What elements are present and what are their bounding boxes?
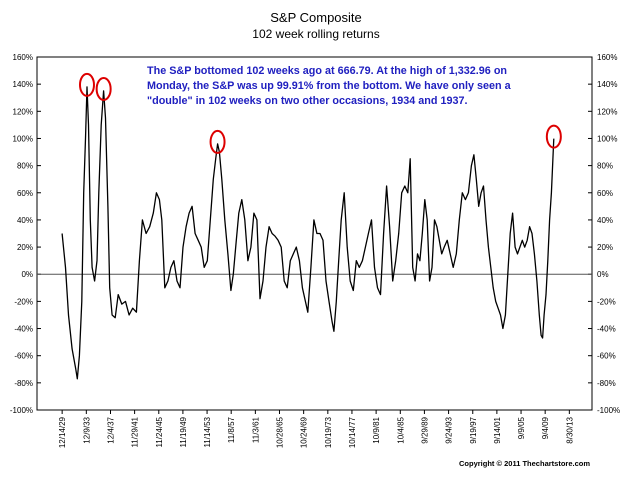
y-tick-label-left: 120% <box>13 107 33 116</box>
y-tick-label-right: 80% <box>597 162 613 171</box>
series-line <box>61 86 555 380</box>
y-tick-label-right: -60% <box>597 352 616 361</box>
y-tick-label-left: 20% <box>17 243 33 252</box>
y-tick-label-left: -40% <box>14 325 33 334</box>
y-tick-label-left: 140% <box>13 80 33 89</box>
x-tick-label: 11/8/57 <box>227 416 236 443</box>
y-tick-label-left: -100% <box>10 406 33 415</box>
x-tick-label: 10/14/77 <box>348 416 357 448</box>
x-tick-label: 9/24/93 <box>445 416 454 443</box>
highlight-circle <box>95 76 112 101</box>
y-tick-label-right: 160% <box>597 53 617 62</box>
y-tick-label-right: 0% <box>597 270 609 279</box>
y-tick-label-right: 120% <box>597 107 617 116</box>
x-tick-label: 12/9/33 <box>82 416 91 443</box>
annotation-box: The S&P bottomed 102 weeks ago at 666.79… <box>147 65 512 107</box>
tick-layer: 160% 160% 140% 140% 120% 120% 100% 100% 80% 80% 60… <box>10 53 620 448</box>
y-tick-label-right: 100% <box>597 134 617 143</box>
annotation-line-3: "double" in 102 weeks on two other occas… <box>147 95 467 107</box>
y-tick-label-right: 20% <box>597 243 613 252</box>
y-tick-label-left: 40% <box>17 216 33 225</box>
x-tick-label: 12/14/29 <box>58 416 67 448</box>
x-tick-label: 11/3/61 <box>251 416 260 443</box>
copyright: Copyright © 2011 Thechartstore.com <box>459 459 590 468</box>
y-tick-label-left: -20% <box>14 297 33 306</box>
y-tick-label-left: -80% <box>14 379 33 388</box>
x-tick-label: 11/24/45 <box>155 416 164 447</box>
y-tick-label-right: 40% <box>597 216 613 225</box>
chart-title: S&P Composite <box>270 10 362 25</box>
highlight-circle <box>545 124 562 149</box>
x-tick-label: 10/4/85 <box>396 416 405 443</box>
y-tick-label-left: 160% <box>13 53 33 62</box>
y-tick-label-right: 60% <box>597 189 613 198</box>
x-tick-label: 9/19/97 <box>469 416 478 443</box>
x-tick-label: 9/4/09 <box>541 416 550 439</box>
x-tick-label: 10/24/69 <box>300 416 309 448</box>
x-tick-label: 9/29/89 <box>420 416 429 443</box>
x-tick-label: 12/4/37 <box>106 416 115 443</box>
y-tick-label-left: 60% <box>17 189 33 198</box>
highlight-circle <box>78 72 95 97</box>
annotation-line-2: Monday, the S&P was up 99.91% from the b… <box>147 80 512 92</box>
x-tick-label: 11/29/41 <box>131 416 140 447</box>
x-tick-label: 9/9/05 <box>517 416 526 439</box>
y-tick-label-right: -80% <box>597 379 616 388</box>
x-tick-label: 10/9/81 <box>372 416 381 443</box>
y-tick-label-right: -100% <box>597 406 620 415</box>
chart-subtitle: 102 week rolling returns <box>252 27 379 41</box>
x-tick-label: 11/14/53 <box>203 416 212 447</box>
x-tick-label: 11/19/49 <box>179 416 188 447</box>
highlight-layer <box>78 72 562 154</box>
y-tick-label-right: 140% <box>597 80 617 89</box>
x-tick-label: 10/19/73 <box>324 416 333 448</box>
annotation-line-1: The S&P bottomed 102 weeks ago at 666.79… <box>147 65 507 77</box>
series-layer <box>61 86 555 380</box>
plot-frame <box>36 56 593 411</box>
y-tick-label-left: 100% <box>13 134 33 143</box>
y-tick-label-right: -40% <box>597 325 616 334</box>
y-tick-label-right: -20% <box>597 297 616 306</box>
y-tick-label-left: 80% <box>17 162 33 171</box>
highlight-circle <box>209 129 226 154</box>
y-tick-label-left: -60% <box>14 352 33 361</box>
x-tick-label: 10/28/65 <box>275 416 284 448</box>
x-tick-label: 8/30/13 <box>565 416 574 443</box>
y-tick-label-left: 0% <box>21 270 33 279</box>
x-tick-label: 9/14/01 <box>493 416 502 443</box>
